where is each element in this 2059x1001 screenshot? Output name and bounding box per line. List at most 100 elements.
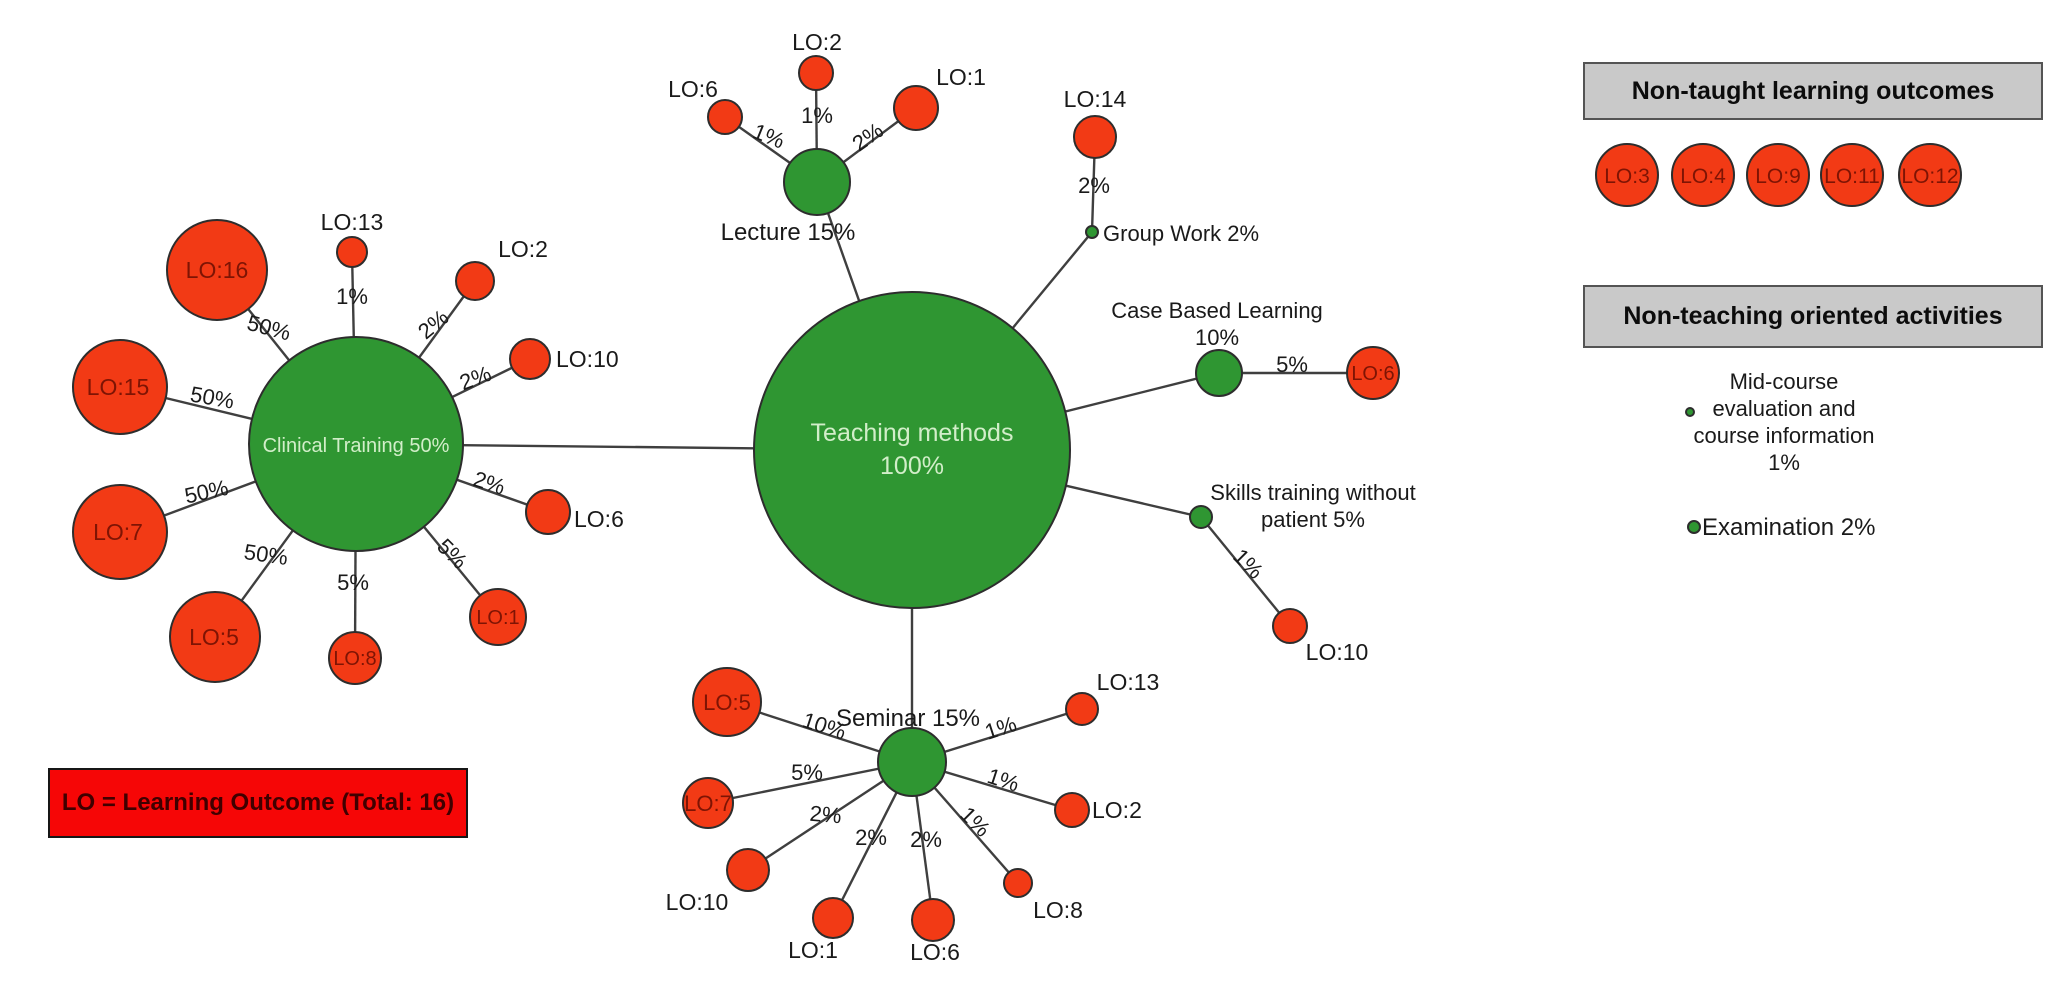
node-label-lo13-seminar: LO:13 (1097, 669, 1160, 695)
node-clinical (248, 336, 464, 552)
node-label-group-work: Group Work 2% (1103, 221, 1259, 246)
node-legend-lo4 (1671, 143, 1735, 207)
node-lo5-clinical (169, 591, 261, 683)
node-label-teaching: Teaching methods 100% (811, 419, 1014, 480)
edge-label-clinical-lo15-clinical: 50% (188, 381, 236, 413)
node-label-lo1-lecture: LO:1 (936, 64, 986, 90)
node-label-lo2-clinical: LO:2 (498, 236, 548, 262)
node-mid-course-dot (1685, 407, 1695, 417)
node-label-lo2-lecture: LO:2 (792, 29, 842, 55)
node-label-lo10-clinical: LO:10 (556, 346, 619, 372)
node-lo8-clinical (328, 631, 382, 685)
node-label-lo2-seminar: LO:2 (1092, 797, 1142, 823)
edge-label-seminar-lo8-seminar: 1% (955, 802, 995, 842)
node-legend-lo11 (1820, 143, 1884, 207)
node-lo6-lecture (707, 99, 743, 135)
node-lo1-lecture (893, 85, 939, 131)
node-label-seminar: Seminar 15% (836, 705, 980, 732)
node-label-legend-lo12: LO:12 (1901, 165, 1958, 188)
edge-label-group-work-lo14-group-work: 2% (1078, 173, 1110, 198)
node-examination-dot (1687, 520, 1701, 534)
node-label-lo6-case-based: LO:6 (1351, 363, 1394, 385)
node-lo2-clinical (455, 261, 495, 301)
node-lo2-lecture (798, 55, 834, 91)
node-label-lo6-clinical: LO:6 (574, 506, 624, 532)
lo-abbreviation-note-text: LO = Learning Outcome (Total: 16) (61, 789, 455, 816)
node-lo1-seminar (812, 897, 854, 939)
node-lo10-seminar (726, 848, 770, 892)
edge-label-case-based-learning-lo6-case-based: 5% (1276, 352, 1308, 377)
node-label-lo10-seminar: LO:10 (666, 889, 729, 915)
node-lo10-skills (1272, 608, 1308, 644)
node-lo7-seminar (682, 777, 734, 829)
edge-label-clinical-lo10-clinical: 2% (456, 361, 494, 395)
edge-label-clinical-lo1-clinical: 5% (432, 534, 472, 574)
node-legend-lo3 (1595, 143, 1659, 207)
edge-label-seminar-lo7-seminar: 5% (791, 760, 823, 785)
edge-label-clinical-lo16-clinical: 50% (244, 310, 293, 346)
legend-non-teaching-title: Non-teaching oriented activities (1623, 302, 2003, 330)
node-lo13-seminar (1065, 692, 1099, 726)
node-label-lo6-lecture: LO:6 (668, 76, 718, 102)
node-label-case-based-learning: Case Based Learning 10% (1111, 298, 1323, 350)
node-label-legend-lo3: LO:3 (1604, 165, 1650, 188)
node-skills-training (1189, 505, 1213, 529)
edge-label-seminar-lo2-seminar: 1% (984, 763, 1022, 797)
node-label-lo10-skills: LO:10 (1306, 639, 1369, 665)
edge-label-clinical-lo7-clinical: 50% (182, 475, 230, 509)
node-seminar (877, 727, 947, 797)
node-legend-lo9 (1746, 143, 1810, 207)
edge-label-clinical-lo5-clinical: 50% (242, 539, 289, 570)
node-lo13-clinical (336, 236, 368, 268)
node-lo1-clinical (469, 588, 527, 646)
node-label-legend-lo4: LO:4 (1680, 165, 1726, 188)
edge-label-seminar-lo6-seminar: 2% (910, 827, 942, 852)
node-label-mid-course-dot: Mid-course evaluation and course informati… (1694, 369, 1875, 475)
legend-non-taught-header: Non-taught learning outcomes (1583, 62, 2043, 120)
node-label-lo5-seminar: LO:5 (703, 690, 751, 715)
node-label-clinical: Clinical Training 50% (263, 435, 450, 457)
node-label-skills-training: Skills training without patient 5% (1210, 480, 1415, 532)
edge-label-seminar-lo13-seminar: 1% (982, 711, 1020, 745)
node-label-legend-lo9: LO:9 (1755, 165, 1801, 188)
edge-label-clinical-lo2-clinical: 2% (413, 304, 453, 344)
node-case-based-learning (1195, 349, 1243, 397)
node-label-lo1-clinical: LO:1 (476, 607, 519, 629)
node-label-lo5-clinical: LO:5 (189, 624, 239, 650)
edge-label-clinical-lo6-clinical: 2% (470, 466, 508, 500)
edge-label-skills-training-lo10-skills: 1% (1228, 544, 1268, 584)
node-label-lo15-clinical: LO:15 (87, 374, 150, 400)
node-label-lo13-clinical: LO:13 (321, 209, 384, 235)
node-label-lecture: Lecture 15% (721, 219, 856, 246)
node-label-lo6-seminar: LO:6 (910, 939, 960, 965)
edge-label-clinical-lo8-clinical: 5% (337, 570, 369, 595)
node-label-lo8-seminar: LO:8 (1033, 897, 1083, 923)
node-lo6-case-based (1346, 346, 1400, 400)
node-lo7-clinical (72, 484, 168, 580)
node-lo5-seminar (692, 667, 762, 737)
node-label-lo14-group-work: LO:14 (1064, 86, 1127, 112)
node-teaching (753, 291, 1071, 609)
node-lo16-clinical (166, 219, 268, 321)
node-label-lo1-seminar: LO:1 (788, 937, 838, 963)
node-label-lo8-clinical: LO:8 (333, 648, 376, 670)
node-lo10-clinical (509, 338, 551, 380)
node-lo2-seminar (1054, 792, 1090, 828)
node-lo6-seminar (911, 898, 955, 942)
node-lo8-seminar (1003, 868, 1033, 898)
edge-label-lecture-lo1-lecture: 2% (848, 117, 888, 156)
lo-abbreviation-note: LO = Learning Outcome (Total: 16) (48, 768, 468, 838)
node-label-lo7-seminar: LO:7 (684, 791, 732, 816)
legend-non-taught-title: Non-taught learning outcomes (1631, 76, 1995, 105)
legend-non-teaching-header: Non-teaching oriented activities (1583, 285, 2043, 348)
node-lo14-group-work (1073, 115, 1117, 159)
node-label-lo7-clinical: LO:7 (93, 519, 143, 545)
edge-label-lecture-lo2-lecture: 1% (801, 103, 833, 128)
edge-label-lecture-lo6-lecture: 1% (749, 119, 788, 154)
edge-skills-training-lo10-skills (1200, 516, 1291, 627)
node-legend-lo12 (1898, 143, 1962, 207)
node-lo15-clinical (72, 339, 168, 435)
node-label-examination-dot: Examination 2% (1702, 514, 1875, 541)
